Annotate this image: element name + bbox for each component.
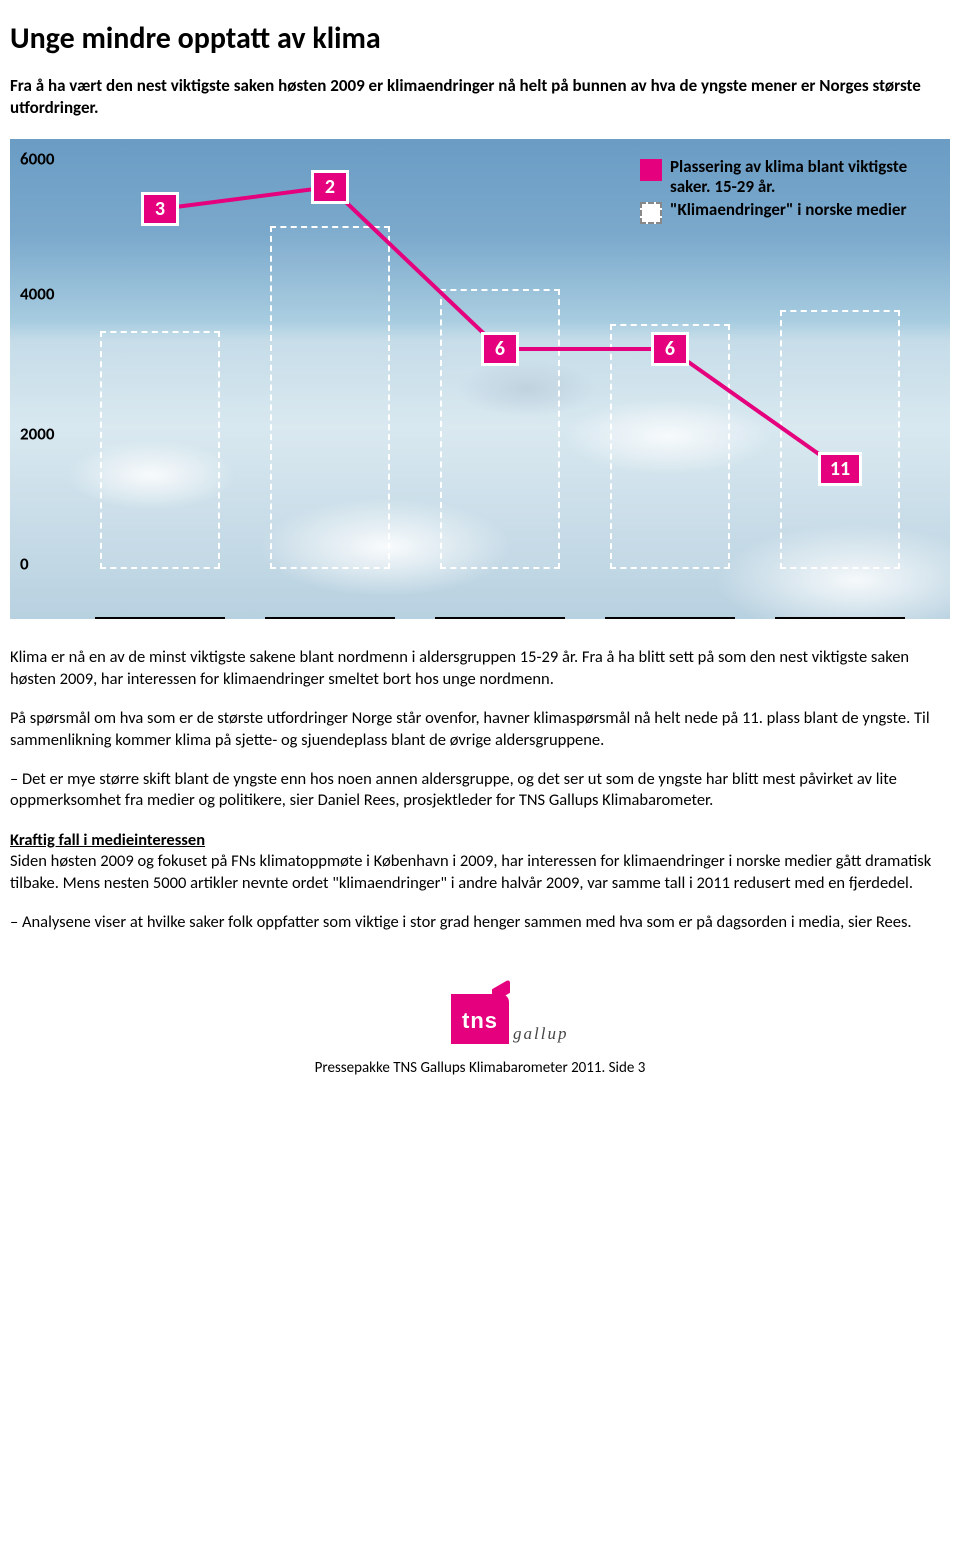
cat-v2010: V 2010 bbox=[435, 617, 565, 619]
body-p3: – Det er mye større skift blant de yngst… bbox=[10, 769, 950, 812]
legend-label-1: Plassering av klima blant viktigste sake… bbox=[670, 157, 920, 196]
body-subhead: Kraftig fall i medieinteressen bbox=[10, 830, 205, 850]
y-tick-4000: 4000 bbox=[20, 284, 54, 305]
body-p1: Klima er nå en av de minst viktigste sak… bbox=[10, 647, 950, 690]
legend-swatch-bar bbox=[640, 202, 662, 224]
logo: tns gallup bbox=[10, 994, 950, 1049]
cat-h2011: H 2011 bbox=[775, 617, 905, 619]
body-subhead-p4: Kraftig fall i medieinteressen Siden høs… bbox=[10, 830, 950, 894]
category-axis: V 2009 H 2009 V 2010 H 2010 H 2011 bbox=[70, 569, 930, 609]
logo-tns-text: tns bbox=[451, 1008, 509, 1034]
page-title: Unge mindre opptatt av klima bbox=[10, 20, 950, 57]
cat-v2009: V 2009 bbox=[95, 617, 225, 619]
chart-container: 6000 4000 2000 0 Plassering av klima bla… bbox=[10, 139, 950, 619]
chart-legend: Plassering av klima blant viktigste sake… bbox=[640, 157, 920, 228]
body-p4: Siden høsten 2009 og fokuset på FNs klim… bbox=[10, 851, 931, 892]
intro-paragraph: Fra å ha vært den nest viktigste saken h… bbox=[10, 75, 950, 119]
point-label-2: 6 bbox=[481, 332, 519, 366]
bar-v2010 bbox=[440, 289, 560, 569]
y-tick-2000: 2000 bbox=[20, 424, 54, 445]
y-tick-0: 0 bbox=[20, 554, 29, 575]
y-tick-6000: 6000 bbox=[20, 149, 54, 170]
point-label-0: 3 bbox=[141, 192, 179, 226]
legend-swatch-line bbox=[640, 159, 662, 181]
bar-h2011 bbox=[780, 310, 900, 569]
point-label-3: 6 bbox=[651, 332, 689, 366]
point-label-4: 11 bbox=[818, 452, 862, 486]
legend-label-2: "Klimaendringer" i norske medier bbox=[670, 200, 907, 220]
body-p2: På spørsmål om hva som er de største utf… bbox=[10, 708, 950, 751]
body-p5: – Analysene viser at hvilke saker folk o… bbox=[10, 912, 950, 933]
cat-h2010: H 2010 bbox=[605, 617, 735, 619]
bar-v2009 bbox=[100, 331, 220, 569]
point-label-1: 2 bbox=[311, 170, 349, 204]
logo-gallup-text: gallup bbox=[513, 1024, 568, 1044]
footer-text: Pressepakke TNS Gallups Klimabarometer 2… bbox=[10, 1059, 950, 1077]
bar-h2009 bbox=[270, 226, 390, 569]
cat-h2009: H 2009 bbox=[265, 617, 395, 619]
